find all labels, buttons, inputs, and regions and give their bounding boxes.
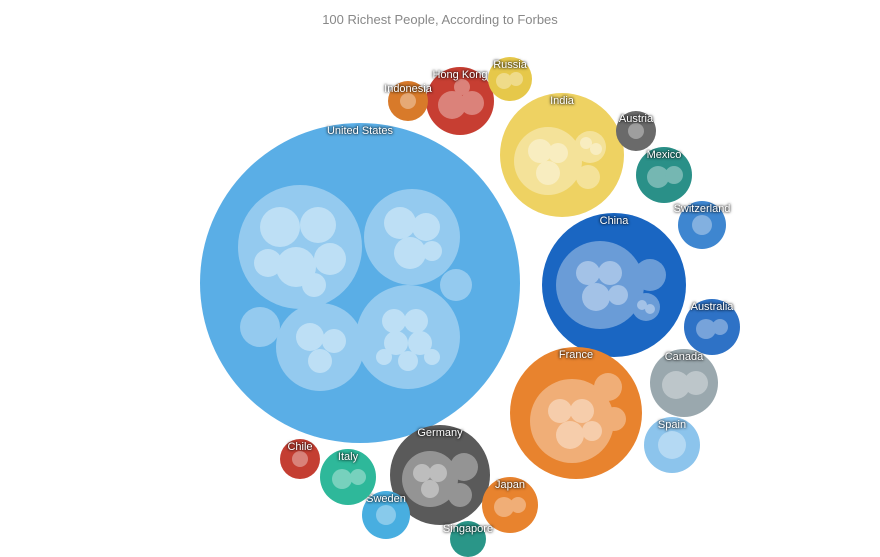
subgroup-bubble	[665, 166, 683, 184]
subgroup-bubble	[376, 505, 396, 525]
subgroup-bubble	[634, 259, 666, 291]
subgroup-bubble	[576, 165, 600, 189]
leaf-bubble	[582, 421, 602, 441]
subgroup-bubble	[712, 319, 728, 335]
leaf-bubble	[576, 261, 600, 285]
subgroup-bubble	[448, 483, 472, 507]
leaf-bubble	[548, 399, 572, 423]
leaf-bubble	[314, 243, 346, 275]
subgroup-bubble	[356, 285, 460, 389]
leaf-bubble	[300, 207, 336, 243]
country-bubble[interactable]	[200, 123, 520, 443]
leaf-bubble	[412, 213, 440, 241]
leaf-bubble	[421, 480, 439, 498]
leaf-bubble	[384, 207, 416, 239]
subgroup-bubble	[276, 303, 364, 391]
leaf-bubble	[536, 161, 560, 185]
leaf-bubble	[254, 249, 282, 277]
subgroup-bubble	[594, 373, 622, 401]
subgroup-bubble	[332, 469, 352, 489]
subgroup-bubble	[684, 371, 708, 395]
leaf-bubble	[398, 351, 418, 371]
leaf-bubble	[382, 309, 406, 333]
subgroup-bubble	[400, 93, 416, 109]
subgroup-bubble	[509, 72, 523, 86]
leaf-bubble	[394, 237, 426, 269]
leaf-bubble	[260, 207, 300, 247]
subgroup-bubble	[602, 407, 626, 431]
subgroup-bubble	[628, 123, 644, 139]
leaf-bubble	[570, 399, 594, 423]
subgroup-bubble	[440, 269, 472, 301]
leaf-bubble	[608, 285, 628, 305]
leaf-bubble	[556, 421, 584, 449]
leaf-bubble	[404, 309, 428, 333]
subgroup-bubble	[658, 431, 686, 459]
subgroup-bubble	[692, 215, 712, 235]
bubble-chart: United StatesIndiaChinaFranceGermanyHong…	[0, 27, 880, 547]
subgroup-bubble	[454, 79, 470, 95]
leaf-bubble	[422, 241, 442, 261]
subgroup-bubble	[240, 307, 280, 347]
leaf-bubble	[645, 304, 655, 314]
leaf-bubble	[548, 143, 568, 163]
leaf-bubble	[296, 323, 324, 351]
country-bubble[interactable]	[450, 521, 486, 557]
leaf-bubble	[590, 143, 602, 155]
leaf-bubble	[302, 273, 326, 297]
leaf-bubble	[376, 349, 392, 365]
leaf-bubble	[598, 261, 622, 285]
subgroup-bubble	[450, 453, 478, 481]
subgroup-bubble	[510, 497, 526, 513]
subgroup-bubble	[292, 451, 308, 467]
subgroup-bubble	[350, 469, 366, 485]
leaf-bubble	[424, 349, 440, 365]
chart-title: 100 Richest People, According to Forbes	[0, 0, 880, 27]
leaf-bubble	[308, 349, 332, 373]
leaf-bubble	[582, 283, 610, 311]
